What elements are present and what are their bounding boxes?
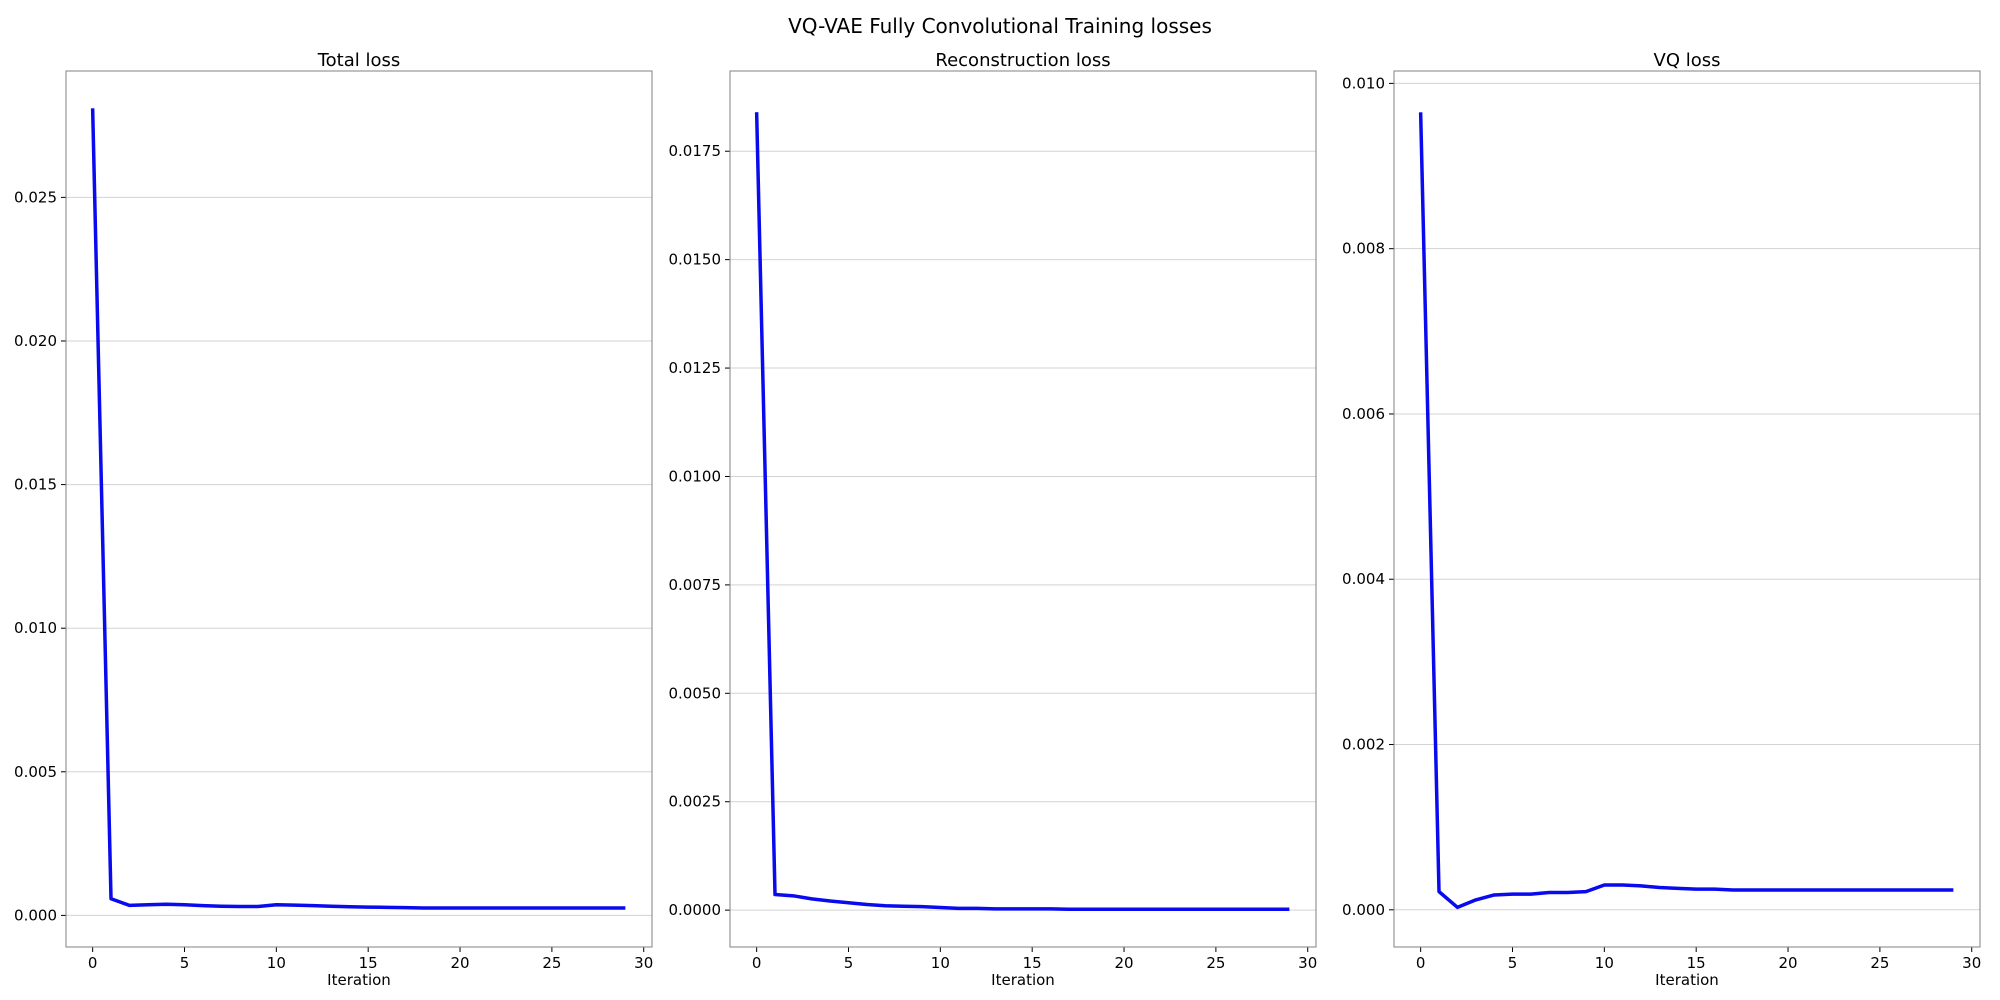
- x-tick-label: 30: [1298, 954, 1317, 972]
- y-tick-label: 0.000: [14, 906, 57, 924]
- y-tick-label: 0.008: [1342, 240, 1385, 258]
- x-tick-label: 15: [1687, 954, 1706, 972]
- x-tick-label: 20: [450, 954, 469, 972]
- figure-title: VQ-VAE Fully Convolutional Training loss…: [788, 14, 1212, 38]
- y-tick-label: 0.0050: [669, 684, 722, 702]
- y-tick-label: 0.0175: [669, 142, 722, 160]
- x-tick-label: 10: [267, 954, 286, 972]
- y-tick-label: 0.010: [14, 619, 57, 637]
- y-tick-label: 0.0150: [669, 251, 722, 269]
- x-tick-label: 5: [844, 954, 854, 972]
- x-tick-label: 15: [359, 954, 378, 972]
- axes-frame: [1393, 70, 1981, 948]
- x-tick-label: 25: [1206, 954, 1225, 972]
- x-tick-label: 20: [1114, 954, 1133, 972]
- y-tick-label: 0.010: [1342, 74, 1385, 92]
- x-tick-label: 5: [1508, 954, 1518, 972]
- series-line: [90, 108, 626, 910]
- y-tick-label: 0.000: [1342, 901, 1385, 919]
- y-tick-label: 0.004: [1342, 570, 1385, 588]
- series-line: [754, 112, 1290, 912]
- y-tick-label: 0.015: [14, 476, 57, 494]
- x-tick-label: 20: [1778, 954, 1797, 972]
- y-tick-label: 0.020: [14, 332, 57, 350]
- axes-frame: [65, 70, 653, 948]
- y-tick-label: 0.0025: [669, 793, 722, 811]
- y-tick-label: 0.0000: [669, 901, 722, 919]
- axes-frame: [729, 70, 1317, 948]
- x-axis-label: Iteration: [1655, 971, 1719, 989]
- subplot-title: Total loss: [317, 50, 401, 71]
- x-tick-label: 30: [1962, 954, 1981, 972]
- y-tick-label: 0.006: [1342, 405, 1385, 423]
- subplot-title: VQ loss: [1654, 50, 1721, 71]
- x-tick-label: 5: [180, 954, 190, 972]
- series-line: [1418, 112, 1954, 910]
- y-tick-label: 0.005: [14, 763, 57, 781]
- chart-panel-2: 0.0000 0.0025 0.0050 0.0075 0.0100 0.0125 0.01…: [669, 50, 1318, 989]
- x-axis-label: Iteration: [327, 971, 391, 989]
- x-tick-label: 0: [1416, 954, 1426, 972]
- x-axis-label: Iteration: [991, 971, 1055, 989]
- x-tick-label: 15: [1023, 954, 1042, 972]
- x-tick-label: 25: [542, 954, 561, 972]
- x-tick-label: 0: [752, 954, 762, 972]
- x-tick-label: 0: [88, 954, 98, 972]
- y-tick-label: 0.0075: [669, 576, 722, 594]
- chart-panel-1: 0.000 0.005 0.010 0.015 0.020 0.025 0 5 10 15 20 25…: [14, 50, 653, 989]
- y-tick-label: 0.0100: [669, 467, 722, 485]
- subplot-title: Reconstruction loss: [935, 50, 1110, 71]
- x-tick-label: 25: [1870, 954, 1889, 972]
- y-tick-label: 0.0125: [669, 359, 722, 377]
- x-tick-label: 30: [634, 954, 653, 972]
- chart-panel-3: 0.000 0.002 0.004 0.006 0.008 0.010 0 5 10 15 20 25…: [1342, 50, 1981, 989]
- x-tick-label: 10: [931, 954, 950, 972]
- x-tick-label: 10: [1595, 954, 1614, 972]
- y-tick-label: 0.025: [14, 188, 57, 206]
- y-tick-label: 0.002: [1342, 736, 1385, 754]
